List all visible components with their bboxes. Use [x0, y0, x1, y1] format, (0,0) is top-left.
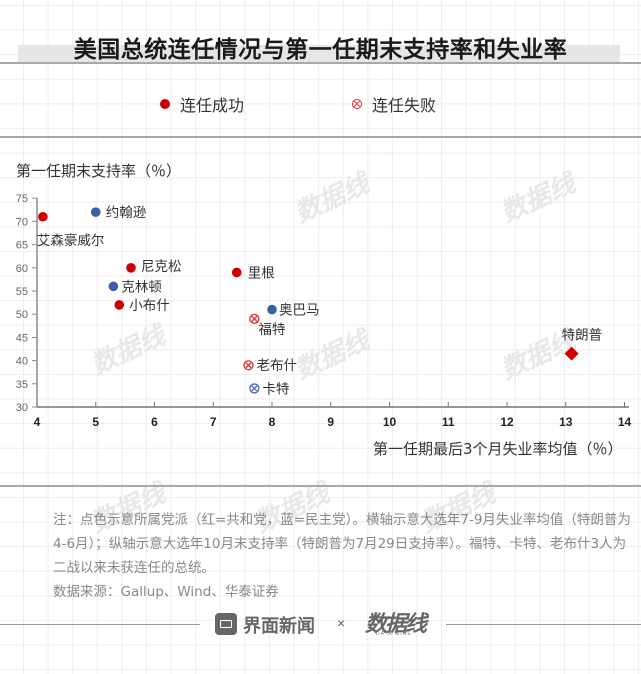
collab-times: × — [337, 615, 346, 631]
x-tick-label: 14 — [618, 415, 632, 429]
data-point-dot — [126, 263, 136, 273]
data-point-label: 奥巴马 — [279, 302, 320, 319]
data-point-dot — [114, 300, 125, 310]
circle-x-stroke — [245, 362, 252, 369]
datawire-sub: DATA WIRE — [376, 631, 412, 637]
chart-title: 美国总统连任情况与第一任期末支持率和失业率 — [73, 37, 568, 63]
title-divider — [0, 62, 641, 64]
notes-divider — [0, 485, 641, 487]
y-tick-label: 45 — [16, 332, 28, 344]
circle-x-icon — [352, 99, 362, 109]
legend: 连任成功 连任失败 — [0, 92, 641, 116]
chart-note: 注：点色示意所属党派（红=共和党，蓝=民主党）。横轴示意大选年7-9月失业率均值… — [53, 512, 631, 576]
data-point-label: 卡特 — [262, 381, 289, 397]
legend-label: 连任失败 — [372, 96, 437, 115]
data-point-diamond — [564, 346, 579, 361]
footer-line-left — [0, 624, 200, 625]
x-tick-label: 8 — [269, 415, 276, 429]
data-point-label: 特朗普 — [562, 328, 603, 344]
footer-line-right — [446, 624, 641, 625]
data-point-label: 尼克松 — [141, 259, 182, 275]
x-tick-label: 4 — [34, 415, 41, 429]
x-tick-label: 12 — [500, 415, 514, 429]
y-tick-label: 55 — [16, 286, 28, 298]
x-tick-label: 13 — [559, 415, 573, 429]
circle-x-stroke — [251, 385, 258, 392]
jiemian-brand: 界面新闻 — [243, 616, 315, 637]
data-point-dot — [267, 304, 277, 315]
data-point-label: 里根 — [248, 265, 275, 281]
legend-item-success: 连任成功 — [160, 92, 244, 116]
data-point-dot — [108, 281, 119, 292]
y-tick-label: 50 — [16, 309, 28, 321]
x-tick-label: 5 — [92, 415, 99, 429]
footer: 界面新闻 × 数据线 DATA WIRE — [0, 610, 641, 640]
x-axis-label: 第一任期最后3个月失业率均值（％） — [373, 440, 623, 458]
jiemian-logo-icon — [215, 613, 237, 635]
data-point-label: 老布什 — [257, 358, 298, 374]
legend-item-fail: 连任失败 — [352, 92, 436, 116]
data-point-label: 约翰逊 — [106, 205, 147, 221]
data-point-label: 福特 — [258, 322, 285, 338]
x-tick-label: 10 — [383, 415, 397, 429]
y-tick-label: 35 — [16, 379, 28, 391]
data-point-dot — [90, 207, 101, 217]
x-tick-label: 9 — [327, 415, 334, 429]
legend-divider — [0, 136, 641, 138]
data-point-label: 小布什 — [129, 298, 170, 314]
y-tick-label: 65 — [16, 240, 28, 252]
filled-dot-icon — [160, 99, 170, 109]
circle-x-stroke — [251, 315, 258, 322]
y-axis-label: 第一任期末支持率（％） — [16, 162, 182, 180]
legend-label: 连任成功 — [180, 96, 245, 115]
x-tick-label: 11 — [442, 415, 455, 429]
y-tick-label: 60 — [16, 263, 28, 275]
x-tick-label: 7 — [210, 415, 217, 429]
data-source: 数据来源：Gallup、Wind、华泰证券 — [53, 584, 279, 600]
data-point-label: 克林顿 — [121, 279, 162, 295]
y-tick-label: 70 — [16, 216, 28, 228]
y-tick-label: 30 — [16, 402, 28, 414]
y-tick-label: 40 — [16, 356, 28, 368]
data-point-dot — [38, 211, 48, 222]
data-point-dot — [231, 267, 242, 278]
data-point-label: 艾森豪威尔 — [37, 233, 105, 249]
y-tick-label: 75 — [16, 193, 28, 205]
title-band — [18, 45, 620, 62]
x-tick-label: 6 — [151, 415, 158, 429]
datawire-logo: 数据线 — [365, 611, 427, 637]
